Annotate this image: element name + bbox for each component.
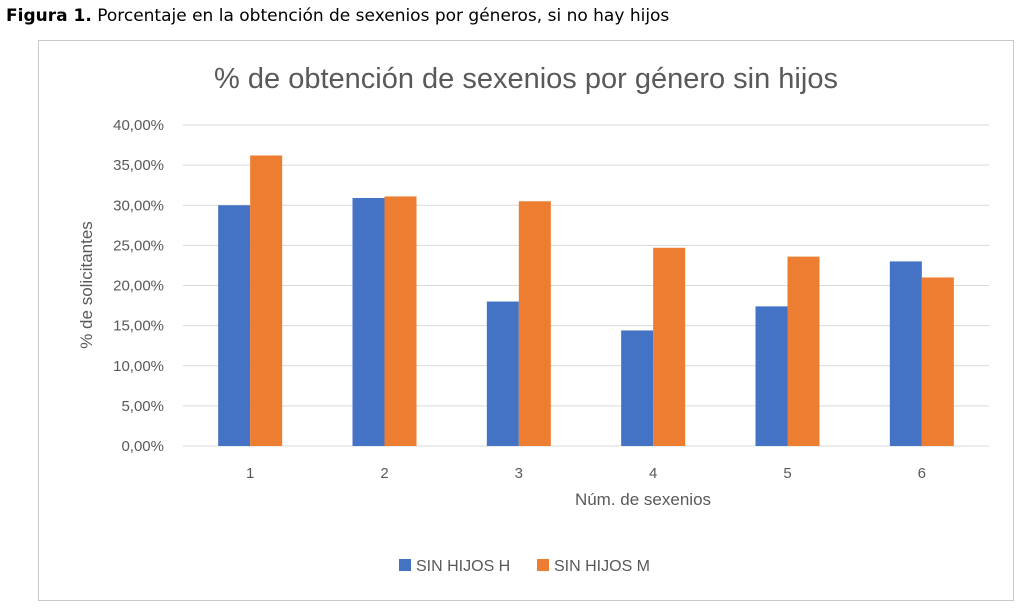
- y-tick-label: 0,00%: [121, 438, 164, 455]
- bars: [218, 155, 954, 446]
- figure-label: Figura 1.: [6, 6, 92, 26]
- x-tick-label: 1: [246, 465, 254, 482]
- y-tick-label: 40,00%: [113, 117, 164, 134]
- y-tick-label: 5,00%: [121, 398, 164, 415]
- bar-sin-hijos-h-1: [218, 205, 251, 446]
- legend-swatch: [399, 559, 411, 571]
- bar-sin-hijos-m-2: [384, 196, 417, 446]
- x-tick-label: 5: [783, 465, 791, 482]
- x-tick-label: 6: [918, 465, 926, 482]
- y-tick-label: 10,00%: [113, 358, 164, 375]
- y-tick-label: 35,00%: [113, 157, 164, 174]
- x-axis-tick-labels: 1 2 3 4 5 6: [246, 465, 926, 482]
- x-tick-label: 2: [380, 465, 388, 482]
- legend-label: SIN HIJOS H: [416, 558, 510, 575]
- bar-sin-hijos-m-3: [518, 201, 551, 446]
- legend-label: SIN HIJOS M: [554, 558, 650, 575]
- bar-sin-hijos-m-6: [921, 277, 954, 446]
- y-axis-tick-labels: 0,00% 5,00% 10,00% 15,00% 20,00% 25,00% 30,00%…: [113, 117, 164, 455]
- gridlines: [183, 124, 989, 447]
- chart-title: % de obtención de sexenios por género si…: [214, 63, 838, 95]
- bar-sin-hijos-m-5: [787, 256, 820, 446]
- bar-sin-hijos-h-6: [889, 261, 922, 446]
- x-tick-label: 3: [515, 465, 523, 482]
- bar-sin-hijos-h-4: [621, 330, 654, 446]
- legend-swatch: [537, 559, 549, 571]
- legend: SIN HIJOS H SIN HIJOS M: [399, 558, 650, 575]
- bar-sin-hijos-m-1: [250, 155, 283, 446]
- bar-sin-hijos-m-4: [653, 247, 686, 446]
- figure-caption: Figura 1. Porcentaje en la obtención de …: [6, 4, 669, 28]
- y-tick-label: 20,00%: [113, 278, 164, 295]
- y-axis-title: % de solicitantes: [77, 221, 96, 349]
- x-tick-label: 4: [649, 465, 657, 482]
- x-axis-title: Núm. de sexenios: [575, 490, 711, 509]
- bar-sin-hijos-h-2: [352, 198, 385, 446]
- y-tick-label: 30,00%: [113, 197, 164, 214]
- bar-sin-hijos-h-3: [486, 301, 519, 446]
- y-tick-label: 25,00%: [113, 237, 164, 254]
- y-tick-label: 15,00%: [113, 318, 164, 335]
- figure-caption-text: Porcentaje en la obtención de sexenios p…: [97, 6, 670, 26]
- bar-sin-hijos-h-5: [755, 306, 788, 446]
